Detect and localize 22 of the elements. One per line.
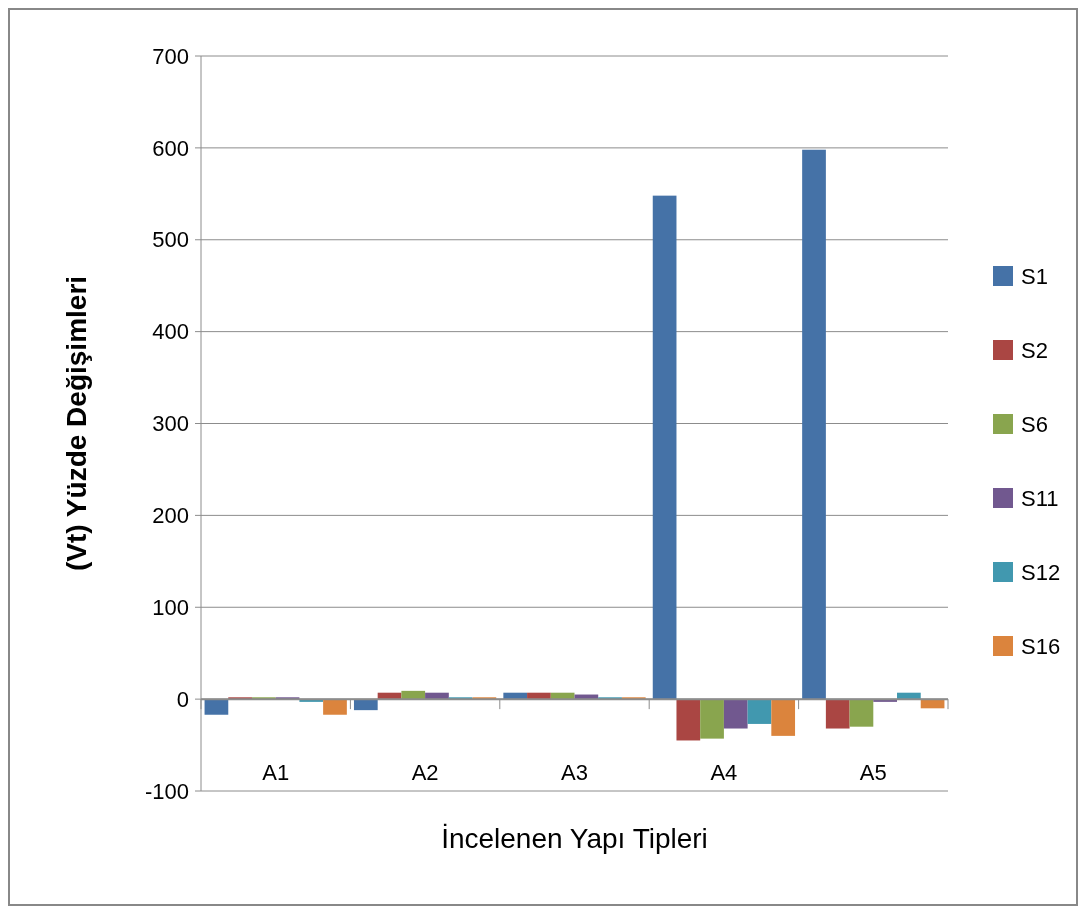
y-tick-label: -100 [144, 778, 189, 804]
x-tick-label: A2 [411, 760, 439, 785]
legend-label: S11 [1021, 485, 1059, 511]
legend-label: S16 [1021, 633, 1061, 659]
legend-label: S6 [1021, 411, 1048, 437]
y-tick-label: 500 [152, 227, 189, 253]
y-tick-label: 100 [152, 594, 189, 620]
x-tick-label: A1 [262, 760, 290, 785]
legend-label: S2 [1021, 337, 1048, 363]
legend-label: S12 [1021, 559, 1061, 585]
legend-label: S1 [1021, 263, 1048, 289]
x-tick-label: A4 [710, 760, 738, 785]
x-tick-label: A3 [561, 760, 588, 785]
y-tick-label: 300 [152, 411, 189, 437]
x-axis-title: İncelenen Yapı Tipleri [441, 823, 708, 854]
y-axis-title: (Vt) Yüzde Değişimleri [61, 275, 92, 572]
y-tick-label: 700 [152, 43, 189, 69]
x-tick-label: A5 [859, 760, 887, 785]
y-tick-label: 0 [176, 686, 189, 712]
y-tick-label: 400 [152, 319, 189, 345]
y-tick-label: 200 [152, 503, 189, 529]
y-tick-label: 600 [152, 135, 189, 161]
